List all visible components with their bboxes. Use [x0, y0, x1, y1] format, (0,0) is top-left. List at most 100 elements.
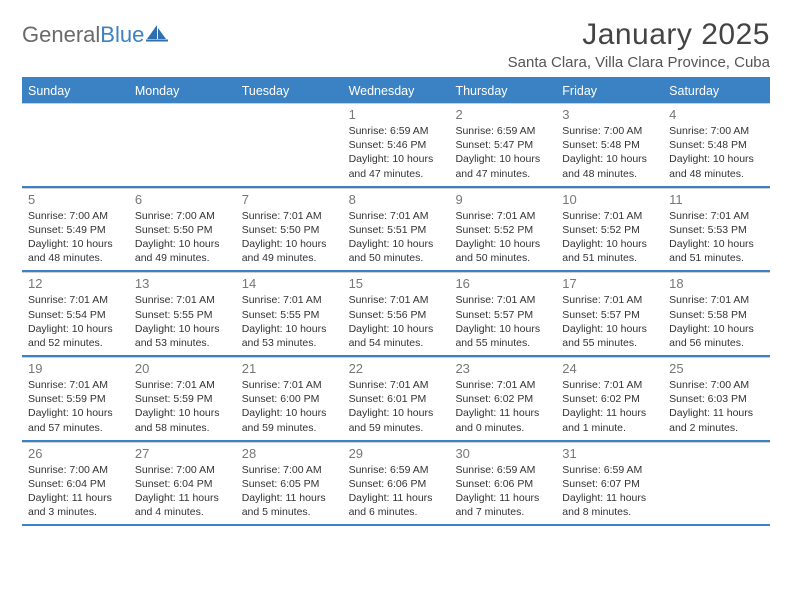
- sunset-line: Sunset: 6:06 PM: [455, 477, 550, 491]
- sunrise-line: Sunrise: 7:01 AM: [562, 378, 657, 392]
- calendar-day: 29Sunrise: 6:59 AMSunset: 6:06 PMDayligh…: [343, 442, 450, 525]
- daylight-line-1: Daylight: 10 hours: [562, 152, 657, 166]
- day-number: 12: [28, 276, 123, 291]
- daylight-line-2: and 58 minutes.: [135, 421, 230, 435]
- daylight-line-1: Daylight: 10 hours: [242, 322, 337, 336]
- daylight-line-1: Daylight: 10 hours: [455, 152, 550, 166]
- daylight-line-2: and 52 minutes.: [28, 336, 123, 350]
- sunset-line: Sunset: 5:57 PM: [562, 308, 657, 322]
- day-number: 13: [135, 276, 230, 291]
- day-number: 14: [242, 276, 337, 291]
- dow-friday: Friday: [556, 79, 663, 103]
- sunset-line: Sunset: 6:02 PM: [455, 392, 550, 406]
- day-number: 5: [28, 192, 123, 207]
- day-number: 25: [669, 361, 764, 376]
- brand-text-1: General: [22, 22, 100, 48]
- dow-saturday: Saturday: [663, 79, 770, 103]
- day-number: 19: [28, 361, 123, 376]
- calendar-day: 7Sunrise: 7:01 AMSunset: 5:50 PMDaylight…: [236, 188, 343, 271]
- day-number: 1: [349, 107, 444, 122]
- calendar-grid: 1Sunrise: 6:59 AMSunset: 5:46 PMDaylight…: [22, 103, 770, 526]
- calendar-day: 3Sunrise: 7:00 AMSunset: 5:48 PMDaylight…: [556, 103, 663, 186]
- calendar-week: 5Sunrise: 7:00 AMSunset: 5:49 PMDaylight…: [22, 188, 770, 273]
- daylight-line-1: Daylight: 10 hours: [28, 406, 123, 420]
- sunset-line: Sunset: 6:02 PM: [562, 392, 657, 406]
- calendar-week: 1Sunrise: 6:59 AMSunset: 5:46 PMDaylight…: [22, 103, 770, 188]
- daylight-line-2: and 53 minutes.: [135, 336, 230, 350]
- sunrise-line: Sunrise: 7:01 AM: [455, 378, 550, 392]
- daylight-line-1: Daylight: 10 hours: [455, 237, 550, 251]
- day-number: 2: [455, 107, 550, 122]
- calendar-day: 15Sunrise: 7:01 AMSunset: 5:56 PMDayligh…: [343, 272, 450, 355]
- daylight-line-2: and 48 minutes.: [669, 167, 764, 181]
- daylight-line-2: and 5 minutes.: [242, 505, 337, 519]
- sunset-line: Sunset: 5:55 PM: [242, 308, 337, 322]
- calendar-day-empty: [129, 103, 236, 186]
- calendar-day: 4Sunrise: 7:00 AMSunset: 5:48 PMDaylight…: [663, 103, 770, 186]
- sunrise-line: Sunrise: 7:00 AM: [242, 463, 337, 477]
- calendar-day: 16Sunrise: 7:01 AMSunset: 5:57 PMDayligh…: [449, 272, 556, 355]
- daylight-line-1: Daylight: 11 hours: [562, 406, 657, 420]
- daylight-line-2: and 56 minutes.: [669, 336, 764, 350]
- sunset-line: Sunset: 6:06 PM: [349, 477, 444, 491]
- daylight-line-1: Daylight: 10 hours: [135, 322, 230, 336]
- brand-text-2: Blue: [100, 22, 144, 48]
- daylight-line-2: and 6 minutes.: [349, 505, 444, 519]
- daylight-line-2: and 2 minutes.: [669, 421, 764, 435]
- day-number: 16: [455, 276, 550, 291]
- day-number: 3: [562, 107, 657, 122]
- daylight-line-2: and 3 minutes.: [28, 505, 123, 519]
- calendar-day: 9Sunrise: 7:01 AMSunset: 5:52 PMDaylight…: [449, 188, 556, 271]
- title-block: January 2025 Santa Clara, Villa Clara Pr…: [508, 18, 770, 71]
- daylight-line-1: Daylight: 10 hours: [135, 406, 230, 420]
- sunrise-line: Sunrise: 7:00 AM: [669, 378, 764, 392]
- header: GeneralBlue January 2025 Santa Clara, Vi…: [22, 18, 770, 71]
- daylight-line-1: Daylight: 10 hours: [455, 322, 550, 336]
- calendar-day: 25Sunrise: 7:00 AMSunset: 6:03 PMDayligh…: [663, 357, 770, 440]
- sunset-line: Sunset: 5:51 PM: [349, 223, 444, 237]
- sunset-line: Sunset: 5:59 PM: [135, 392, 230, 406]
- daylight-line-1: Daylight: 10 hours: [242, 406, 337, 420]
- day-number: 26: [28, 446, 123, 461]
- calendar-day: 28Sunrise: 7:00 AMSunset: 6:05 PMDayligh…: [236, 442, 343, 525]
- daylight-line-1: Daylight: 10 hours: [562, 237, 657, 251]
- sunrise-line: Sunrise: 7:00 AM: [28, 209, 123, 223]
- daylight-line-1: Daylight: 10 hours: [28, 237, 123, 251]
- calendar-week: 12Sunrise: 7:01 AMSunset: 5:54 PMDayligh…: [22, 272, 770, 357]
- sunset-line: Sunset: 6:05 PM: [242, 477, 337, 491]
- page-subtitle: Santa Clara, Villa Clara Province, Cuba: [508, 54, 770, 71]
- brand-sail-icon: [144, 22, 168, 48]
- sunrise-line: Sunrise: 7:01 AM: [455, 293, 550, 307]
- daylight-line-2: and 47 minutes.: [455, 167, 550, 181]
- sunrise-line: Sunrise: 6:59 AM: [349, 463, 444, 477]
- sunrise-line: Sunrise: 7:01 AM: [242, 293, 337, 307]
- calendar-page: GeneralBlue January 2025 Santa Clara, Vi…: [0, 0, 792, 536]
- daylight-line-1: Daylight: 10 hours: [669, 237, 764, 251]
- day-number: 24: [562, 361, 657, 376]
- daylight-line-2: and 53 minutes.: [242, 336, 337, 350]
- calendar-day: 6Sunrise: 7:00 AMSunset: 5:50 PMDaylight…: [129, 188, 236, 271]
- daylight-line-2: and 51 minutes.: [562, 251, 657, 265]
- sunset-line: Sunset: 5:53 PM: [669, 223, 764, 237]
- sunset-line: Sunset: 5:49 PM: [28, 223, 123, 237]
- sunrise-line: Sunrise: 7:01 AM: [349, 209, 444, 223]
- day-number: 29: [349, 446, 444, 461]
- daylight-line-1: Daylight: 10 hours: [562, 322, 657, 336]
- sunset-line: Sunset: 5:50 PM: [135, 223, 230, 237]
- daylight-line-1: Daylight: 10 hours: [669, 152, 764, 166]
- sunset-line: Sunset: 6:04 PM: [28, 477, 123, 491]
- dow-sunday: Sunday: [22, 79, 129, 103]
- calendar-day: 27Sunrise: 7:00 AMSunset: 6:04 PMDayligh…: [129, 442, 236, 525]
- sunrise-line: Sunrise: 7:01 AM: [242, 209, 337, 223]
- sunrise-line: Sunrise: 6:59 AM: [455, 463, 550, 477]
- sunrise-line: Sunrise: 7:01 AM: [135, 293, 230, 307]
- sunset-line: Sunset: 5:50 PM: [242, 223, 337, 237]
- daylight-line-1: Daylight: 11 hours: [455, 491, 550, 505]
- sunrise-line: Sunrise: 7:01 AM: [349, 378, 444, 392]
- sunset-line: Sunset: 5:55 PM: [135, 308, 230, 322]
- page-title: January 2025: [508, 18, 770, 52]
- daylight-line-2: and 0 minutes.: [455, 421, 550, 435]
- sunset-line: Sunset: 6:01 PM: [349, 392, 444, 406]
- daylight-line-1: Daylight: 10 hours: [669, 322, 764, 336]
- sunrise-line: Sunrise: 7:01 AM: [562, 209, 657, 223]
